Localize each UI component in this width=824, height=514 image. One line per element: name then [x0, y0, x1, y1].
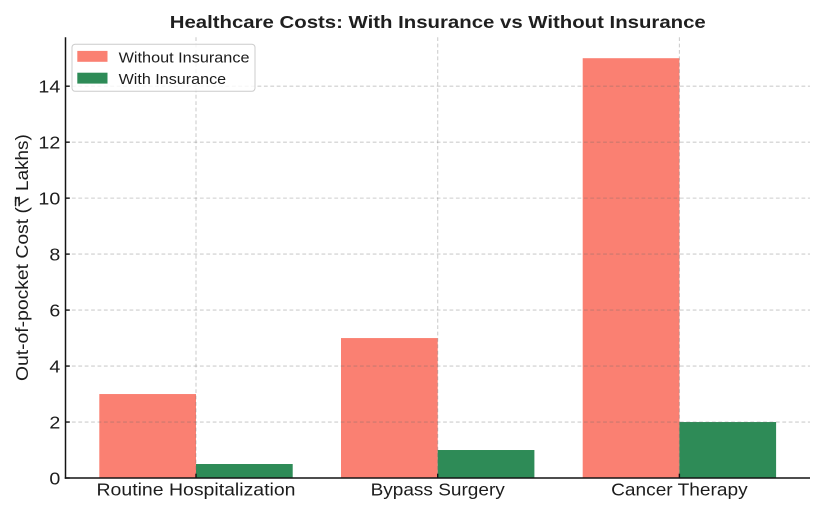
svg-text:2: 2 [49, 412, 60, 432]
svg-text:With Insurance: With Insurance [119, 72, 227, 88]
svg-text:Routine Hospitalization: Routine Hospitalization [97, 480, 296, 500]
svg-text:8: 8 [49, 244, 60, 264]
svg-text:Out-of-pocket Cost (: Out-of-pocket Cost ( [12, 207, 32, 381]
svg-text:4: 4 [49, 356, 60, 376]
svg-text:14: 14 [38, 76, 60, 96]
svg-text:Bypass Surgery: Bypass Surgery [371, 480, 506, 500]
svg-text:0: 0 [49, 468, 60, 488]
svg-text:Cancer Therapy: Cancer Therapy [611, 480, 748, 500]
svg-text:Without Insurance: Without Insurance [119, 50, 250, 66]
svg-text:6: 6 [49, 300, 60, 320]
svg-text:Lakhs): Lakhs) [12, 134, 32, 196]
svg-text:12: 12 [38, 132, 60, 152]
svg-text:10: 10 [38, 188, 60, 208]
svg-text:Healthcare Costs: With Insuran: Healthcare Costs: With Insurance vs With… [170, 12, 706, 32]
